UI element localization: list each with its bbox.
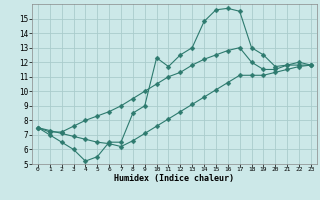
X-axis label: Humidex (Indice chaleur): Humidex (Indice chaleur) (115, 174, 234, 183)
